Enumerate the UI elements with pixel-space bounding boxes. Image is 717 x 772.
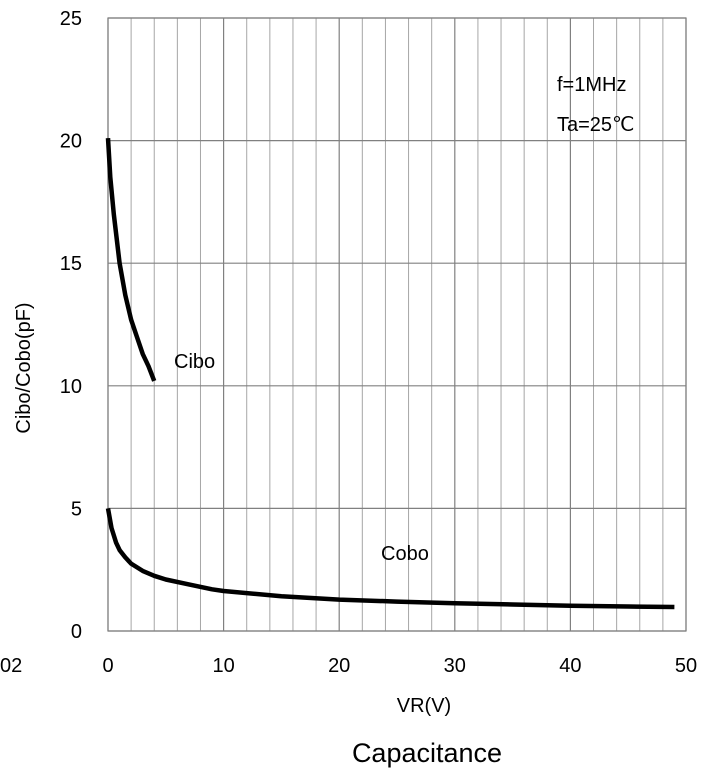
chart-title: Capacitance — [352, 738, 502, 768]
x-tick-label: 0 — [102, 655, 113, 677]
x-tick-labels: 0 10 20 30 40 50 — [102, 655, 697, 677]
series-layer — [105, 137, 675, 610]
major-gridlines — [107, 17, 687, 632]
series-line-cibo — [105, 137, 157, 382]
minor-gridlines — [130, 18, 664, 631]
x-tick-label: 20 — [328, 655, 350, 677]
plot-area-frame — [107, 17, 687, 632]
condition-frequency: f=1MHz — [557, 74, 626, 96]
y-tick-label: 25 — [60, 8, 82, 30]
x-tick-label: 30 — [444, 655, 466, 677]
series-label-cobo: Cobo — [381, 543, 429, 565]
y-tick-label: 5 — [71, 498, 82, 520]
series-label-cibo: Cibo — [174, 351, 215, 373]
x-tick-label: 40 — [559, 655, 581, 677]
y-tick-labels: 0 5 10 15 20 25 — [60, 8, 82, 643]
y-tick-label: 20 — [60, 131, 82, 153]
x-tick-label: 50 — [675, 655, 697, 677]
y-tick-label: 10 — [60, 376, 82, 398]
y-tick-label: 15 — [60, 253, 82, 275]
x-axis-title: VR(V) — [397, 695, 451, 717]
condition-temperature: Ta=25℃ — [557, 114, 635, 136]
y-tick-label: 0 — [71, 621, 82, 643]
y-axis-title: Cibo/Cobo(pF) — [13, 302, 35, 433]
x-tick-label: 10 — [212, 655, 234, 677]
series-line-cobo — [105, 508, 675, 610]
edge-fragment-label: 02 — [0, 655, 22, 677]
